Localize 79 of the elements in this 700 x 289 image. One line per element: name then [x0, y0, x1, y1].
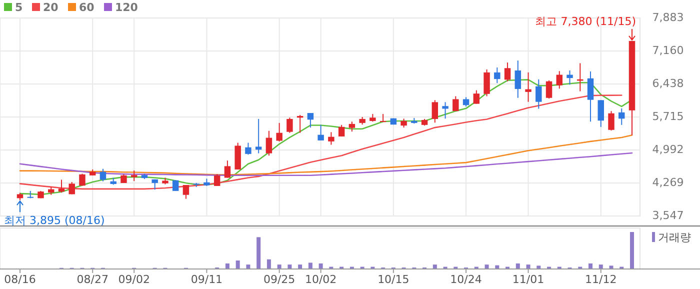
bar [308, 262, 312, 269]
candlestick [286, 117, 293, 134]
candlestick [224, 160, 231, 178]
candlestick [328, 132, 334, 146]
candlestick [348, 121, 356, 132]
candlestick [432, 100, 438, 124]
y-tick-label: 4,992 [652, 143, 684, 156]
candlestick [100, 168, 106, 182]
candlestick [525, 72, 532, 102]
bar [588, 263, 593, 269]
x-tick-label: 09/25 [263, 273, 296, 286]
bar [318, 263, 323, 269]
x-tick-label: 11/12 [585, 273, 617, 286]
x-tick-label: 10/02 [304, 273, 337, 286]
candlestick [618, 108, 625, 126]
bar [236, 260, 240, 269]
candlestick [266, 130, 272, 156]
x-tick-label: 10/15 [378, 273, 410, 286]
bar [609, 266, 614, 269]
bar [598, 264, 603, 269]
legend-label: 20 [43, 1, 59, 14]
candlestick [504, 62, 511, 82]
x-tick-label: 09/11 [190, 273, 223, 286]
candlestick [587, 70, 594, 122]
y-tick-label: 6,438 [652, 76, 684, 90]
bar [256, 237, 261, 269]
candlestick [546, 80, 552, 100]
y-tick-label: 3,547 [652, 209, 684, 222]
x-tick-label: 08/27 [76, 273, 108, 286]
bar [266, 259, 271, 269]
annotation: 최고 7,380 (11/15) [535, 14, 636, 28]
candlestick [598, 100, 604, 128]
candlestick [494, 67, 500, 84]
candlestick [276, 122, 282, 142]
legend-label: 거래량 [658, 231, 691, 244]
legend-label: 5 [15, 1, 23, 14]
candlestick [130, 170, 138, 182]
bar [516, 263, 520, 269]
bar [298, 264, 302, 269]
legend-label: 60 [79, 1, 95, 14]
x-tick-label: 08/16 [4, 273, 36, 286]
bar [288, 264, 292, 269]
bar [526, 264, 530, 269]
candlestick [556, 70, 562, 90]
bar [225, 263, 230, 269]
candlestick [462, 96, 470, 107]
candlestick [214, 174, 220, 186]
candlestick [234, 142, 241, 170]
y-tick-label: 7,160 [652, 44, 684, 58]
candlestick [452, 96, 459, 112]
candlestick [245, 142, 252, 156]
candlestick [338, 124, 345, 137]
candlestick [442, 102, 448, 120]
bar [277, 264, 282, 269]
candlestick [536, 78, 542, 110]
annotation: 최저 3,895 (08/16) [4, 214, 105, 228]
bar [246, 264, 250, 269]
candlestick [58, 179, 65, 194]
candlestick [255, 118, 262, 154]
candlestick [318, 124, 324, 141]
candlestick [608, 110, 614, 132]
candlestick [68, 182, 75, 195]
candlestick [484, 68, 490, 97]
candlestick [182, 184, 190, 200]
y-tick-label: 5,715 [652, 110, 684, 124]
x-tick-label: 11/01 [512, 273, 544, 286]
x-tick-label: 09/02 [118, 273, 150, 286]
bar [536, 266, 541, 269]
candlestick [514, 60, 522, 98]
bar [432, 264, 437, 269]
bar [630, 232, 634, 269]
candlestick [307, 112, 314, 128]
candlestick [566, 70, 573, 86]
candlestick [473, 90, 480, 104]
legend-label: 120 [115, 1, 138, 14]
bar [484, 264, 489, 269]
y-tick-label: 4,269 [652, 176, 684, 190]
y-tick-label: 7,883 [652, 11, 684, 24]
x-tick-label: 10/24 [450, 273, 482, 286]
